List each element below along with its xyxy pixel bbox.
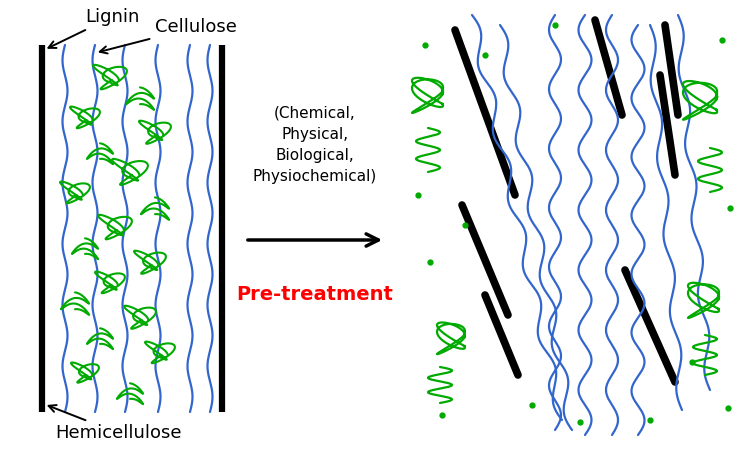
Text: Pre-treatment: Pre-treatment: [237, 285, 394, 305]
Text: Cellulose: Cellulose: [100, 18, 237, 54]
Text: (Chemical,
Physical,
Biological,
Physiochemical): (Chemical, Physical, Biological, Physioc…: [253, 106, 377, 184]
Text: Hemicellulose: Hemicellulose: [49, 405, 182, 442]
Text: Lignin: Lignin: [49, 8, 140, 48]
